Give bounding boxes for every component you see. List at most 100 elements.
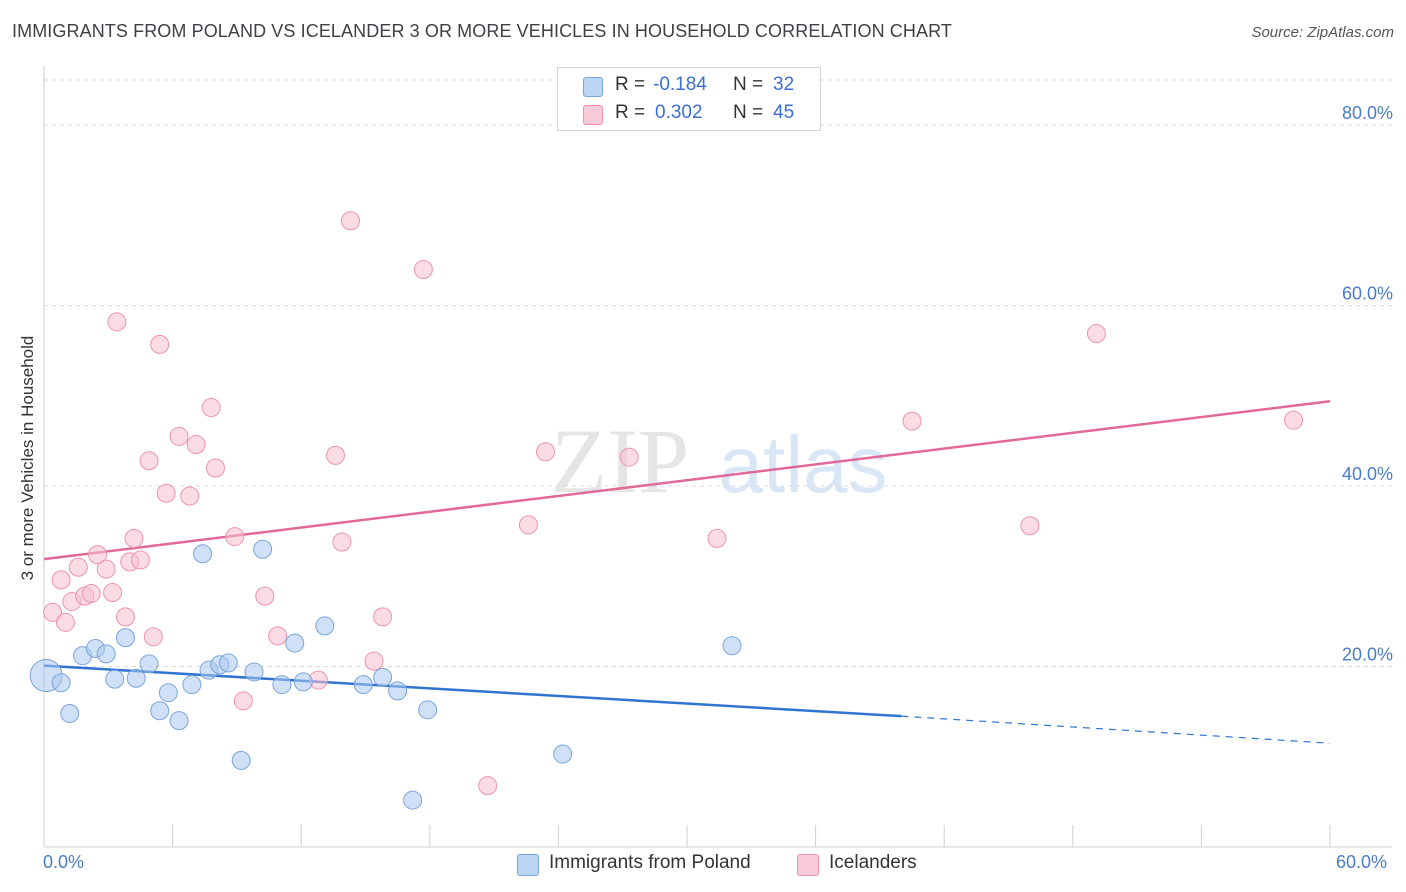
data-point-icelanders [268, 626, 288, 646]
legend-label-icelanders: Icelanders [829, 852, 917, 873]
data-point-icelanders [55, 612, 75, 632]
data-point-icelanders [51, 570, 71, 590]
data-point-icelanders [115, 607, 135, 627]
data-point-icelanders [536, 442, 556, 462]
data-point-poland [722, 636, 742, 656]
data-point-poland [285, 633, 305, 653]
data-point-icelanders [88, 545, 108, 565]
data-point-poland [353, 675, 373, 695]
data-point-icelanders [707, 528, 727, 548]
data-point-icelanders [139, 451, 159, 471]
data-point-icelanders [478, 776, 498, 796]
correlation-legend: R = -0.184 N = 32 R = 0.302 N = 45 [557, 67, 821, 131]
data-point-icelanders [332, 532, 352, 552]
data-point-poland [373, 667, 393, 687]
data-point-icelanders [364, 651, 384, 671]
data-point-icelanders [205, 458, 225, 478]
trend-line-extension-poland [901, 715, 1331, 744]
data-point-icelanders [325, 445, 345, 465]
data-point-icelanders [143, 627, 163, 647]
trend-lines [43, 399, 1331, 744]
data-point-icelanders [150, 334, 170, 354]
x-tick-max: 60.0% [1336, 852, 1388, 872]
legend-item-icelanders: Icelanders [797, 852, 937, 878]
data-point-poland [169, 711, 189, 731]
y-tick-labels: 20.0% 40.0% 60.0% 80.0% [1342, 103, 1393, 664]
chart-title: IMMIGRANTS FROM POLAND VS ICELANDER 3 OR… [12, 21, 952, 41]
data-point-poland [218, 653, 238, 673]
data-point-poland [126, 668, 146, 688]
legend-swatch-icelanders [797, 854, 819, 876]
watermark-zip: ZIP [551, 410, 689, 512]
data-point-poland [105, 669, 125, 689]
data-point-icelanders [413, 259, 433, 279]
data-point-poland [553, 744, 573, 764]
grid-lines [44, 79, 1392, 668]
y-tick-label: 80.0% [1342, 103, 1393, 123]
legend-swatch-poland [583, 77, 603, 97]
data-point-icelanders [156, 483, 176, 503]
data-point-poland [388, 681, 408, 701]
trend-line-poland [43, 664, 902, 718]
legend-r-label: R = [615, 102, 646, 123]
data-point-poland [139, 654, 159, 674]
data-point-icelanders [1086, 324, 1106, 344]
legend-n-label: N = [733, 74, 764, 95]
y-tick-label: 60.0% [1342, 284, 1393, 304]
data-point-poland [60, 703, 80, 723]
data-point-poland [244, 662, 264, 682]
data-point-icelanders [902, 411, 922, 431]
data-point-icelanders [81, 583, 101, 603]
data-point-poland [253, 539, 273, 559]
data-point-icelanders [124, 528, 144, 548]
watermark-atlas: atlas [719, 420, 888, 509]
legend-n-value-poland: 32 [773, 74, 795, 95]
data-point-poland [193, 544, 213, 564]
data-point-icelanders [518, 515, 538, 535]
source-label: Source: ZipAtlas.com [1251, 24, 1394, 41]
legend-r-label: R = [615, 74, 646, 95]
data-point-icelanders [107, 312, 127, 332]
data-point-icelanders [1020, 516, 1040, 536]
data-point-icelanders [169, 426, 189, 446]
data-point-icelanders [340, 211, 360, 231]
data-point-icelanders [619, 447, 639, 467]
legend-n-label: N = [733, 102, 764, 123]
legend-label-poland: Immigrants from Poland [549, 852, 751, 873]
data-point-poland [403, 790, 423, 810]
data-point-icelanders [255, 586, 275, 606]
legend-n-value-icelanders: 45 [773, 102, 795, 123]
legend-r-value-icelanders: 0.302 [655, 102, 703, 123]
y-tick-label: 20.0% [1342, 645, 1393, 665]
legend-item-poland: Immigrants from Poland [517, 852, 777, 878]
data-point-icelanders [186, 435, 206, 455]
data-point-poland [96, 644, 116, 664]
data-point-icelanders [130, 550, 150, 570]
axes [43, 66, 1392, 848]
data-point-icelanders [180, 486, 200, 506]
data-point-poland [315, 616, 335, 636]
data-point-icelanders [201, 398, 221, 418]
data-point-icelanders [373, 607, 393, 627]
trend-line-icelanders [43, 399, 1331, 561]
data-point-poland [231, 750, 251, 770]
data-point-icelanders [96, 559, 116, 579]
data-point-icelanders [233, 691, 253, 711]
data-point-poland [182, 675, 202, 695]
data-point-icelanders [103, 583, 123, 603]
y-tick-label: 40.0% [1342, 464, 1393, 484]
data-point-poland [51, 673, 71, 693]
data-point-icelanders [68, 557, 88, 577]
data-point-poland [272, 675, 292, 695]
x-tick-min: 0.0% [43, 852, 85, 872]
data-point-icelanders [1284, 410, 1304, 430]
data-point-poland [293, 672, 313, 692]
data-point-poland [158, 683, 178, 703]
data-point-poland [150, 701, 170, 721]
data-point-poland [418, 700, 438, 720]
data-point-poland [115, 628, 135, 648]
data-point-icelanders [43, 602, 63, 622]
legend-swatch-poland [517, 854, 539, 876]
data-points [29, 211, 1304, 810]
